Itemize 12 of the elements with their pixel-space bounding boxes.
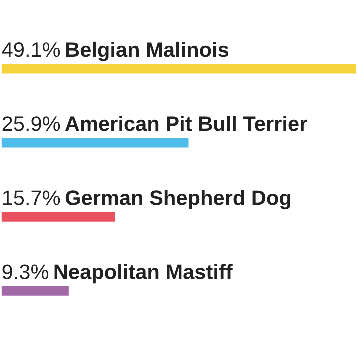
bar: [2, 286, 69, 296]
data-label: 25.9%: [2, 116, 60, 132]
y-tick-label: German Shepherd Dog: [66, 190, 291, 210]
data-label: 15.7%: [3, 190, 60, 206]
y-tick-label: Belgian Malinois: [66, 42, 229, 62]
y-tick-label: American Pit Bull Terrier: [65, 116, 308, 132]
data-label: 9.3%: [2, 264, 49, 280]
data-label: 49.1%: [2, 42, 60, 58]
y-tick-label: Neapolitan Mastiff: [54, 264, 233, 284]
bar: [2, 64, 356, 74]
bar: [2, 212, 116, 222]
bar: [2, 138, 189, 148]
